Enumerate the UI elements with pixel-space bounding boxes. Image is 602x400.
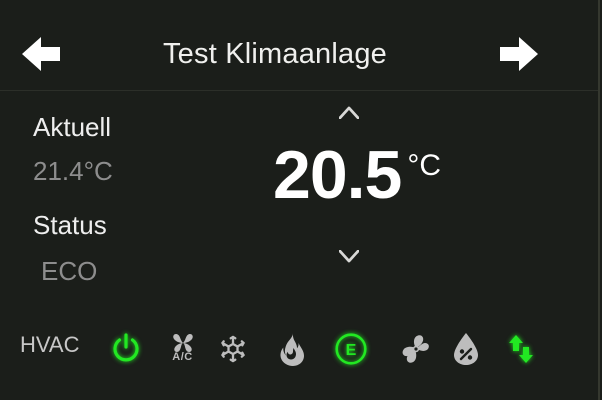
svg-text:E: E [345,342,356,359]
